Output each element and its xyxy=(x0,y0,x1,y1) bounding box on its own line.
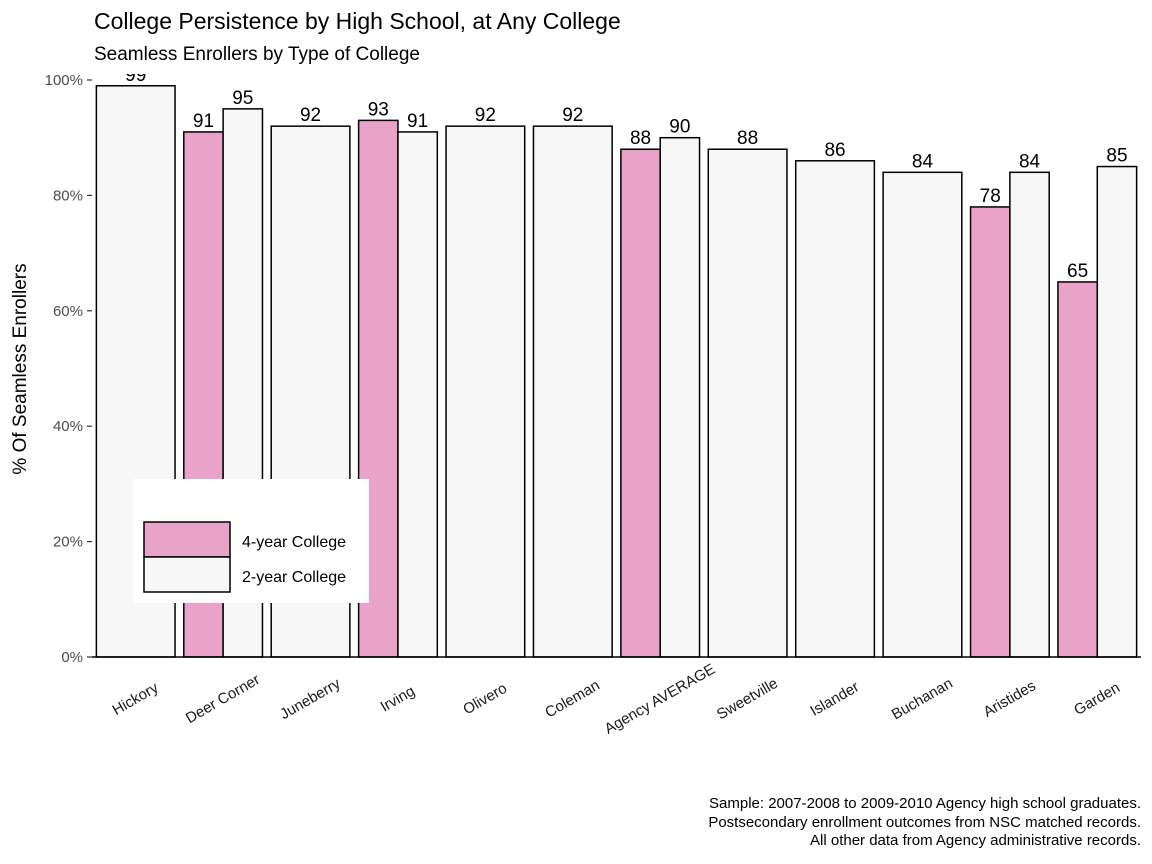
x-tick-label: Hickory xyxy=(110,679,162,719)
data-label: 92 xyxy=(475,105,496,126)
bar-2-year xyxy=(707,148,788,658)
bar-2-year xyxy=(659,136,701,658)
bar-4-year xyxy=(1057,281,1099,658)
bar-2-year xyxy=(1096,165,1138,658)
x-tick-label: Sweetville xyxy=(714,675,781,723)
data-label: 95 xyxy=(232,88,253,109)
x-tick-label: Islander xyxy=(807,678,862,719)
data-label: 93 xyxy=(368,99,389,120)
x-tick-label: Coleman xyxy=(542,677,602,722)
data-label: 78 xyxy=(980,186,1001,207)
legend-swatch-4-year xyxy=(143,521,231,558)
data-label: 92 xyxy=(562,105,583,126)
data-label: 91 xyxy=(193,111,214,132)
y-tick-label: 80% xyxy=(53,187,83,204)
y-tick-label: 20% xyxy=(53,534,83,551)
bar-2-year xyxy=(882,171,963,658)
legend-label-4-year: 4-year College xyxy=(242,534,346,551)
data-label: 99 xyxy=(125,65,146,86)
y-tick-label: 100% xyxy=(45,72,83,89)
y-tick-label: 60% xyxy=(53,303,83,320)
x-tick-label: Garden xyxy=(1071,679,1123,719)
data-label: 86 xyxy=(824,140,845,161)
x-tick-label: Deer Corner xyxy=(183,671,263,727)
data-label: 85 xyxy=(1106,146,1127,167)
x-tick-label: Irving xyxy=(378,683,418,716)
bar-2-year xyxy=(445,125,526,658)
data-label: 91 xyxy=(407,111,428,132)
x-tick-label: Olivero xyxy=(460,680,510,718)
x-tick-label: Juneberry xyxy=(277,675,344,723)
legend-label-2-year: 2-year College xyxy=(242,569,346,586)
legend-swatch-2-year xyxy=(143,556,231,593)
bar-2-year xyxy=(794,160,876,658)
data-label: 92 xyxy=(300,105,321,126)
caption-line: All other data from Agency administrativ… xyxy=(810,832,1141,849)
x-tick-label: Agency AVERAGE xyxy=(602,661,719,738)
data-label: 88 xyxy=(737,128,758,149)
data-label: 88 xyxy=(630,128,651,149)
caption-line: Postsecondary enrollment outcomes from N… xyxy=(708,813,1141,831)
bar-2-year xyxy=(397,131,439,658)
x-tick-label: Aristides xyxy=(980,677,1038,720)
data-label: 90 xyxy=(669,117,690,138)
y-tick-label: 0% xyxy=(61,649,83,666)
bar-4-year xyxy=(357,119,399,658)
bar-2-year xyxy=(532,125,613,658)
bar-chart: 0% 20% 40% 60% 80% 100% 99 91 95 92 93 91 92 92 88 90 88… xyxy=(10,65,1141,738)
chart-title: College Persistence by High School, at A… xyxy=(94,8,621,34)
bar-2-year xyxy=(1009,171,1050,658)
y-tick-label: 40% xyxy=(53,418,83,435)
bar-4-year xyxy=(969,206,1011,658)
bar-4-year xyxy=(620,148,661,658)
data-label: 65 xyxy=(1067,261,1088,282)
data-label: 84 xyxy=(912,151,934,172)
data-label: 84 xyxy=(1019,151,1041,172)
y-axis-label: % Of Seamless Enrollers xyxy=(10,263,31,474)
chart-subtitle: Seamless Enrollers by Type of College xyxy=(94,44,420,65)
caption-line: Sample: 2007-2008 to 2009-2010 Agency hi… xyxy=(709,795,1141,812)
plot-area: 0% 20% 40% 60% 80% 100% 99 91 95 92 93 91 92 92 88 90 88… xyxy=(45,65,1141,738)
caption: Sample: 2007-2008 to 2009-2010 Agency hi… xyxy=(708,795,1141,851)
x-tick-label: Buchanan xyxy=(889,675,956,724)
legend: 4-year College 2-year College xyxy=(133,479,369,603)
